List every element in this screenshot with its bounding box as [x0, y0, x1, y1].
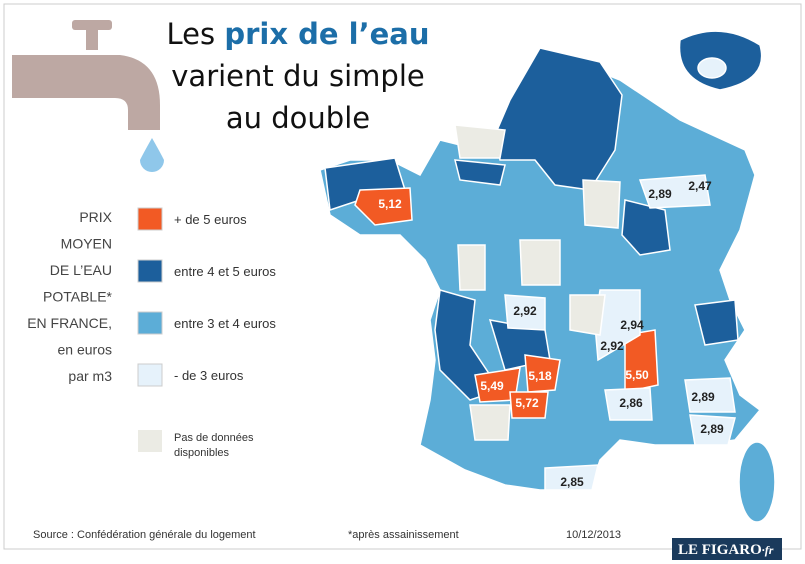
water-drop [140, 138, 164, 172]
map-value-label: 2,89 [648, 187, 672, 201]
department-area [519, 239, 561, 286]
department-area [544, 464, 599, 491]
map-value-label: 5,49 [480, 379, 504, 393]
legend-swatch [137, 311, 163, 335]
legend-title-line: MOYEN [61, 236, 112, 252]
department-area [694, 299, 739, 346]
legend-label: entre 3 et 4 euros [174, 316, 276, 331]
map-value-label: 2,47 [688, 179, 712, 193]
map-value-label: 2,89 [700, 422, 724, 436]
legend-swatch [137, 207, 163, 231]
legend-title-line: en euros [58, 342, 112, 358]
department-area [454, 159, 506, 186]
map-value-label: 2,94 [620, 318, 644, 332]
logo: LE FIGARO·fr [678, 542, 774, 558]
legend: PRIX MOYEN DE L’EAU POTABLE* EN FRANCE, en eu… [27, 207, 276, 459]
department-area [738, 441, 776, 523]
map-value-label: 2,92 [513, 304, 537, 318]
map-value-label: 2,92 [600, 339, 624, 353]
logo-suffix: ·fr [762, 543, 774, 557]
logo-name: LE FIGARO [678, 542, 762, 558]
legend-label: disponibles [174, 447, 230, 459]
legend-title-line: par m3 [68, 368, 112, 384]
legend-label: - de 3 euros [174, 368, 244, 383]
legend-swatch [137, 259, 163, 283]
legend-swatch [137, 363, 163, 387]
date: 10/12/2013 [566, 529, 621, 541]
map-value-label: 2,85 [560, 475, 584, 489]
legend-title-line: PRIX [79, 209, 112, 225]
department-area [638, 174, 711, 209]
department-area [494, 47, 623, 191]
department-area [524, 354, 561, 393]
footer: Source : Confédération générale du logem… [33, 529, 782, 560]
map-value-label: 2,86 [619, 396, 643, 410]
map-value-label: 5,72 [515, 396, 539, 410]
title-line-2: varient du simple [171, 59, 424, 93]
legend-title-line: POTABLE* [43, 289, 113, 305]
legend-title-line: DE L’EAU [50, 262, 112, 278]
title-lead: Les [167, 17, 216, 51]
department-area [509, 391, 549, 419]
department-area [454, 124, 506, 159]
map-value-label: 2,89 [691, 390, 715, 404]
legend-label: entre 4 et 5 euros [174, 264, 276, 279]
map-value-label: 5,12 [378, 197, 402, 211]
title-highlight: prix de l’eau [224, 17, 429, 51]
department-area [457, 244, 486, 291]
title: Les prix de l’eau varient du simple au d… [167, 17, 430, 135]
footnote: *après assainissement [348, 529, 459, 541]
legend-label: Pas de données [174, 432, 254, 444]
legend-title-line: EN FRANCE, [27, 315, 112, 331]
title-line-1: Les prix de l’eau [167, 17, 430, 51]
department-area [504, 294, 546, 331]
map-value-label: 5,50 [625, 368, 649, 382]
legend-swatch [138, 430, 162, 452]
department-area [569, 294, 606, 336]
map-value-label: 5,18 [528, 369, 552, 383]
legend-label: + de 5 euros [174, 212, 247, 227]
france-map [319, 30, 776, 523]
map-labels: 5,12 2,89 2,47 2,92 2,94 2,92 5,50 5,18 5,49 5,72… [378, 179, 724, 489]
source: Source : Confédération générale du logem… [33, 529, 256, 541]
department-area [469, 404, 511, 441]
department-area [604, 387, 653, 421]
department-area [689, 414, 736, 446]
logo-background [672, 538, 782, 560]
title-line-3: au double [226, 101, 370, 135]
department-area [624, 329, 659, 393]
department-area [354, 187, 413, 226]
department-area [697, 57, 727, 79]
department-area [582, 179, 621, 229]
tap-icon [12, 20, 160, 130]
department-area [684, 377, 736, 413]
